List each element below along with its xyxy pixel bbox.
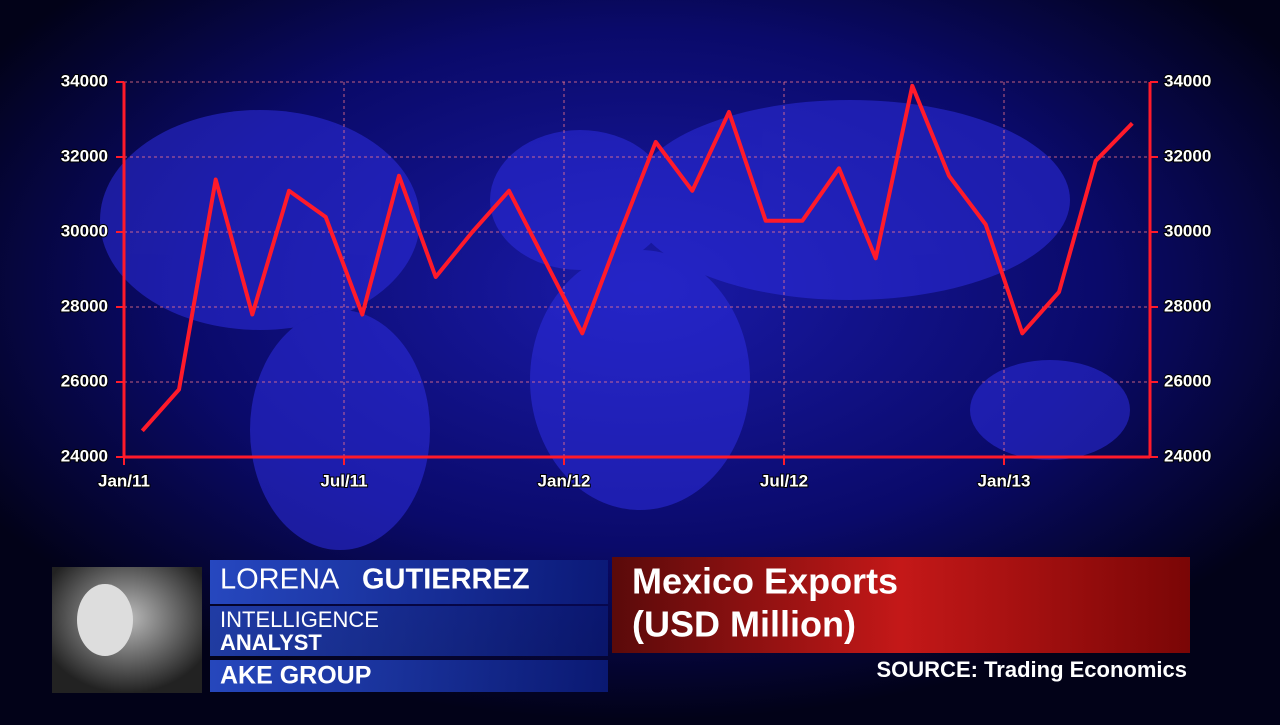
x-tick-label: Jan/13 <box>978 471 1031 490</box>
y-tick-label: 24000 <box>61 446 108 465</box>
y2-tick-label: 26000 <box>1164 371 1211 390</box>
y-tick-label: 30000 <box>61 221 108 240</box>
y-tick-label: 28000 <box>61 296 108 315</box>
last-name: GUTIERREZ <box>362 564 530 596</box>
y2-tick-label: 24000 <box>1164 446 1211 465</box>
x-tick-label: Jan/11 <box>98 471 150 490</box>
data-line <box>140 83 1134 433</box>
headline-2: (USD Million) <box>632 604 856 645</box>
company-band <box>210 660 608 692</box>
headline-1: Mexico Exports <box>632 561 898 602</box>
y2-tick-label: 30000 <box>1164 221 1211 240</box>
y2-tick-label: 34000 <box>1164 71 1211 90</box>
name-band <box>210 560 608 604</box>
photo-face <box>77 584 133 656</box>
x-tick-label: Jan/12 <box>538 471 591 490</box>
role-line-1: INTELLIGENCE <box>220 607 379 632</box>
y-tick-label: 34000 <box>61 71 108 90</box>
chart: 24000 26000 28000 30000 32000 34000 24000 26000… <box>60 70 1213 491</box>
y2-tick-label: 28000 <box>1164 296 1211 315</box>
y-tick-label: 32000 <box>61 146 108 165</box>
company: AKE GROUP <box>220 662 371 690</box>
y2-tick-label: 32000 <box>1164 146 1211 165</box>
source: SOURCE: Trading Economics <box>877 657 1188 682</box>
headline-panel <box>612 557 1190 653</box>
first-name: LORENA <box>220 564 340 596</box>
x-tick-label: Jul/12 <box>760 471 808 490</box>
role-band <box>210 606 608 656</box>
x-tick-label: Jul/11 <box>320 471 367 490</box>
role-line-2: ANALYST <box>220 630 322 655</box>
y-tick-label: 26000 <box>61 371 108 390</box>
